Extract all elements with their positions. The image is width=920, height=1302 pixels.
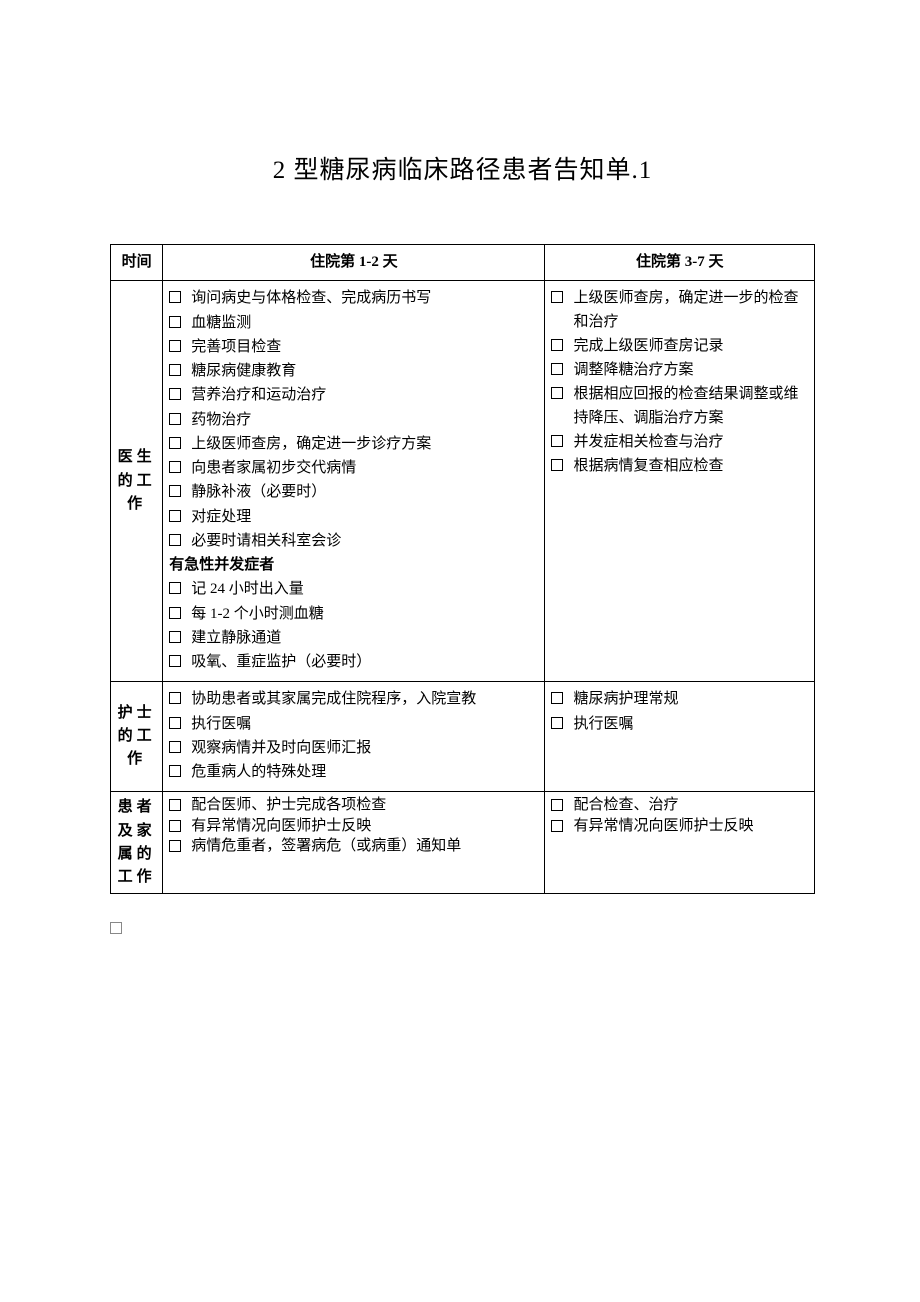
checkbox-icon xyxy=(169,765,181,777)
checklist-item: 记 24 小时出入量 xyxy=(169,578,536,601)
checklist-item: 执行医嘱 xyxy=(169,713,536,736)
checklist-item: 调整降糖治疗方案 xyxy=(551,359,806,382)
doctor-day37-cell: 上级医师查房，确定进一步的检查和治疗 完成上级医师查房记录 调整降糖治疗方案 根… xyxy=(545,281,815,682)
header-day12: 住院第 1-2 天 xyxy=(163,245,545,281)
patient-work-row: 患者及家属的工作 配合医师、护士完成各项检查 有异常情况向医师护士反映 病情危重… xyxy=(111,792,815,894)
checklist-item: 必要时请相关科室会诊 xyxy=(169,530,536,553)
checkbox-icon xyxy=(169,316,181,328)
checkbox-icon xyxy=(169,692,181,704)
doctor-label: 医生的工作 xyxy=(111,281,163,682)
checklist-item: 病情危重者，签署病危（或病重）通知单 xyxy=(169,836,536,856)
checkbox-icon xyxy=(169,510,181,522)
checklist-item: 静脉补液（必要时） xyxy=(169,481,536,504)
checkbox-icon xyxy=(169,655,181,667)
checkbox-icon xyxy=(169,631,181,643)
checklist-item: 每 1-2 个小时测血糖 xyxy=(169,603,536,626)
checkbox-icon xyxy=(169,840,181,852)
checkbox-icon xyxy=(551,339,563,351)
nurse-day12-cell: 协助患者或其家属完成住院程序，入院宣教 执行医嘱 观察病情并及时向医师汇报 危重… xyxy=(163,682,545,792)
checkbox-icon xyxy=(169,461,181,473)
checklist-item: 向患者家属初步交代病情 xyxy=(169,457,536,480)
checkbox-icon xyxy=(169,820,181,832)
nurse-work-row: 护士的工作 协助患者或其家属完成住院程序，入院宣教 执行医嘱 观察病情并及时向医… xyxy=(111,682,815,792)
checklist-item: 上级医师查房，确定进一步的检查和治疗 xyxy=(551,287,806,334)
checklist-item: 上级医师查房，确定进一步诊疗方案 xyxy=(169,433,536,456)
checklist-item: 血糖监测 xyxy=(169,312,536,335)
nurse-label: 护士的工作 xyxy=(111,682,163,792)
checkbox-icon xyxy=(551,820,563,832)
checkbox-icon xyxy=(169,388,181,400)
checklist-item: 完善项目检查 xyxy=(169,336,536,359)
checklist-item: 根据相应回报的检查结果调整或维持降压、调脂治疗方案 xyxy=(551,383,806,430)
doctor-work-row: 医生的工作 询问病史与体格检查、完成病历书写 血糖监测 完善项目检查 糖尿病健康… xyxy=(111,281,815,682)
doctor-day12-cell: 询问病史与体格检查、完成病历书写 血糖监测 完善项目检查 糖尿病健康教育 营养治… xyxy=(163,281,545,682)
footer-checkbox-icon xyxy=(110,922,122,934)
checkbox-icon xyxy=(551,717,563,729)
patient-label: 患者及家属的工作 xyxy=(111,792,163,894)
checklist-item: 危重病人的特殊处理 xyxy=(169,761,536,784)
checklist-item: 询问病史与体格检查、完成病历书写 xyxy=(169,287,536,310)
checklist-item: 有异常情况向医师护士反映 xyxy=(551,816,806,836)
checkbox-icon xyxy=(169,437,181,449)
checkbox-icon xyxy=(551,435,563,447)
checklist-item: 营养治疗和运动治疗 xyxy=(169,384,536,407)
checkbox-icon xyxy=(169,340,181,352)
checkbox-icon xyxy=(169,741,181,753)
checkbox-icon xyxy=(551,291,563,303)
checkbox-icon xyxy=(551,799,563,811)
checkbox-icon xyxy=(169,534,181,546)
checkbox-icon xyxy=(169,413,181,425)
nurse-day37-cell: 糖尿病护理常规 执行医嘱 xyxy=(545,682,815,792)
checklist-item: 建立静脉通道 xyxy=(169,627,536,650)
table-header-row: 时间 住院第 1-2 天 住院第 3-7 天 xyxy=(111,245,815,281)
clinical-pathway-table: 时间 住院第 1-2 天 住院第 3-7 天 医生的工作 询问病史与体格检查、完… xyxy=(110,244,815,894)
checklist-item: 完成上级医师查房记录 xyxy=(551,335,806,358)
checkbox-icon xyxy=(169,582,181,594)
checklist-item: 糖尿病健康教育 xyxy=(169,360,536,383)
checkbox-icon xyxy=(551,692,563,704)
checklist-item: 根据病情复查相应检查 xyxy=(551,455,806,478)
checklist-item: 配合检查、治疗 xyxy=(551,795,806,815)
checklist-item: 观察病情并及时向医师汇报 xyxy=(169,737,536,760)
checkbox-icon xyxy=(169,799,181,811)
checklist-item: 有异常情况向医师护士反映 xyxy=(169,816,536,836)
checkbox-icon xyxy=(169,485,181,497)
page-title: 2 型糖尿病临床路径患者告知单.1 xyxy=(110,150,815,186)
checklist-item: 对症处理 xyxy=(169,506,536,529)
patient-day37-cell: 配合检查、治疗 有异常情况向医师护士反映 xyxy=(545,792,815,894)
checklist-item: 糖尿病护理常规 xyxy=(551,688,806,711)
checklist-item: 配合医师、护士完成各项检查 xyxy=(169,795,536,815)
checkbox-icon xyxy=(169,717,181,729)
checkbox-icon xyxy=(169,607,181,619)
checklist-item: 执行医嘱 xyxy=(551,713,806,736)
checkbox-icon xyxy=(551,459,563,471)
header-day37: 住院第 3-7 天 xyxy=(545,245,815,281)
checklist-item: 吸氧、重症监护（必要时） xyxy=(169,651,536,674)
checklist-item: 药物治疗 xyxy=(169,409,536,432)
checklist-item: 并发症相关检查与治疗 xyxy=(551,431,806,454)
checkbox-icon xyxy=(169,364,181,376)
checkbox-icon xyxy=(551,363,563,375)
patient-day12-cell: 配合医师、护士完成各项检查 有异常情况向医师护士反映 病情危重者，签署病危（或病… xyxy=(163,792,545,894)
checkbox-icon xyxy=(551,387,563,399)
checklist-item: 协助患者或其家属完成住院程序，入院宣教 xyxy=(169,688,536,711)
header-time: 时间 xyxy=(111,245,163,281)
section-header: 有急性并发症者 xyxy=(169,554,536,577)
checkbox-icon xyxy=(169,291,181,303)
